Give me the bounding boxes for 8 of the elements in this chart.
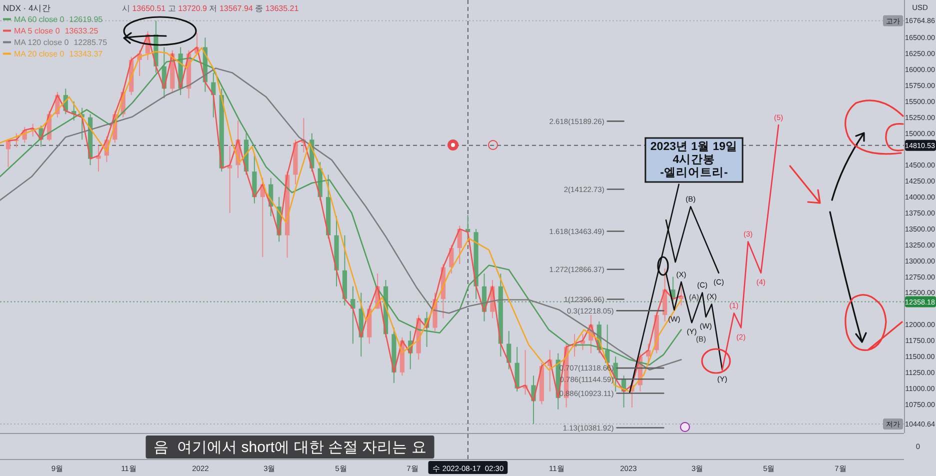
legend-label: MA 120 close 0 12285.75 [14,38,108,47]
text: 2023년 1월 19일 4시간봉 -엘리어트리- [650,140,738,179]
text: 음 여기에서 short에 대한 손절 자리는 요 [154,439,426,456]
chart-subtitle: NDX · 4시간 [3,3,52,13]
legend-label: MA 20 close 0 13343.37 [14,50,104,58]
annotation: 시 13650.51 고 13720.9 저 13567.94 종 13635.21 [122,4,300,13]
legend-label: MA 60 close 0 12619.95 [14,15,104,24]
legend-label: MA 5 close 0 13633.25 [14,26,99,36]
